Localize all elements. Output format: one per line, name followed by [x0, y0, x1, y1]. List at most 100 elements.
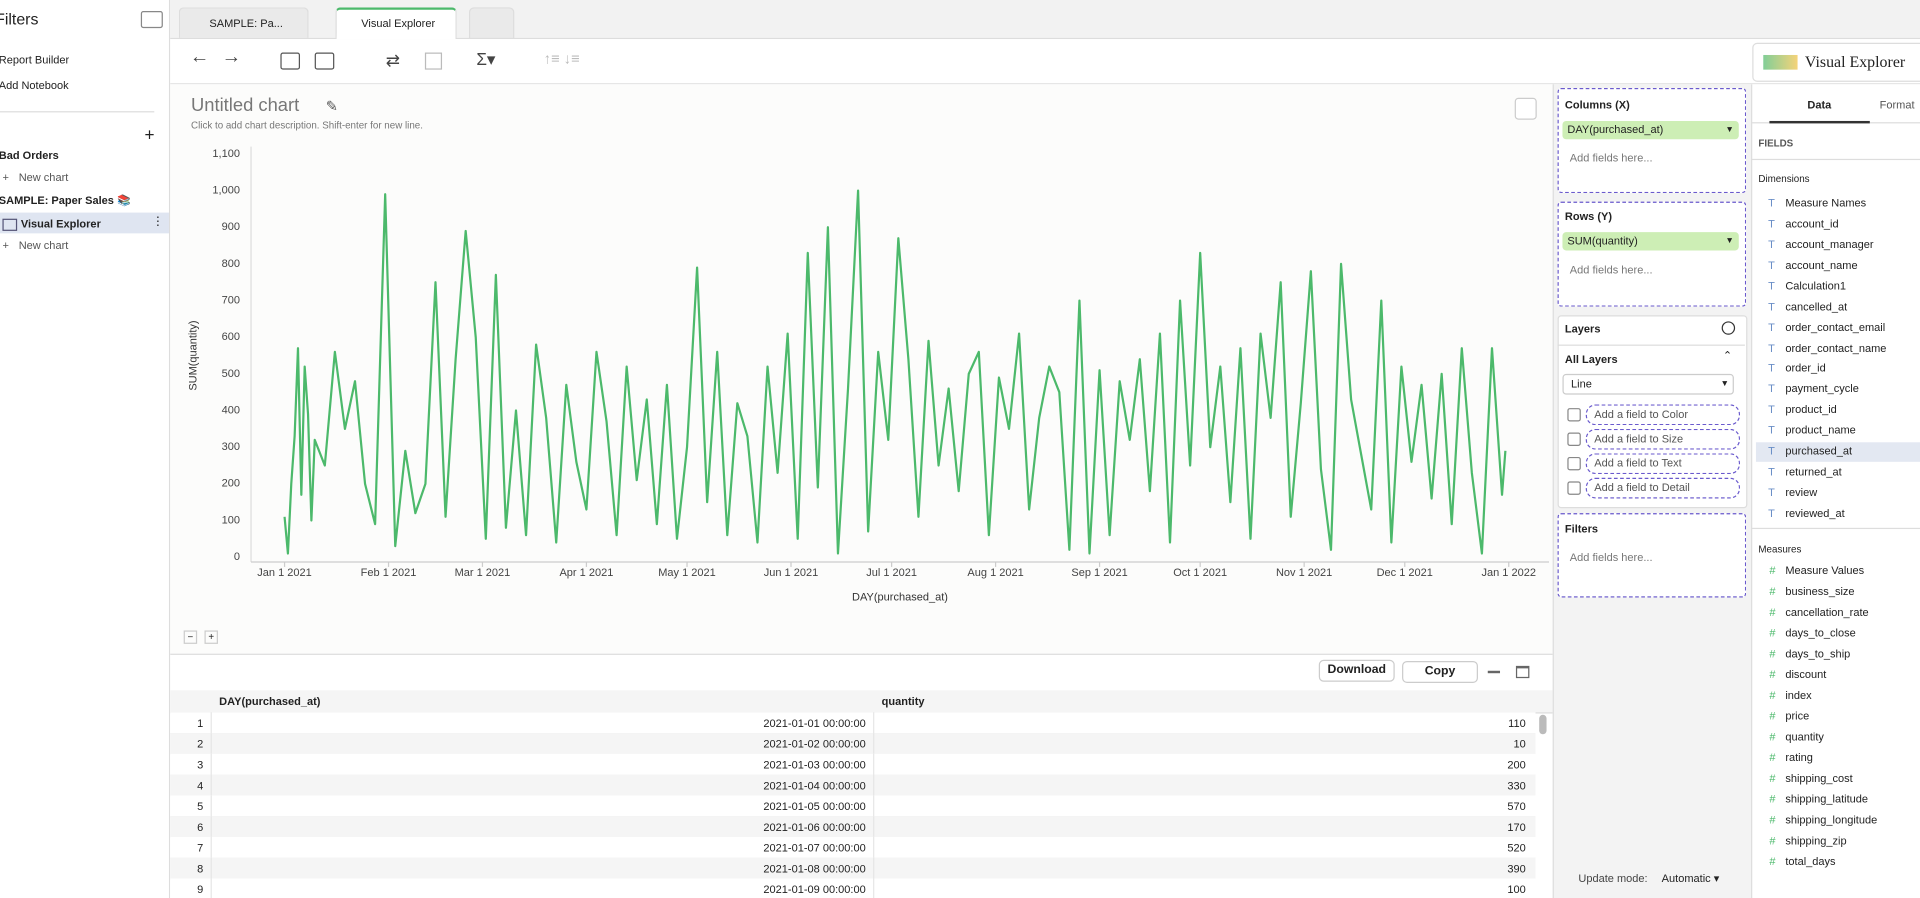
download-button[interactable]: Download [1319, 660, 1395, 682]
measure-field[interactable]: Measure Values [1785, 564, 1864, 576]
field-type-icon: # [1769, 793, 1775, 805]
table-cell: 170 [1507, 821, 1525, 833]
panel-tab[interactable]: Data [1807, 99, 1831, 111]
dimension-field[interactable]: Calculation1 [1785, 279, 1846, 291]
y-axis-label: SUM(quantity) [187, 320, 199, 390]
dimension-field[interactable]: product_name [1785, 424, 1855, 436]
collapse-icon[interactable]: ⌃ [1723, 349, 1732, 362]
measure-field[interactable]: discount [1785, 668, 1826, 680]
update-mode-select[interactable]: Automatic ▾ [1662, 872, 1720, 885]
dimension-field[interactable]: review [1785, 486, 1817, 498]
dimension-field[interactable]: purchased_at [1785, 445, 1852, 457]
measure-field[interactable]: price [1785, 710, 1809, 722]
measure-field[interactable]: days_to_ship [1785, 648, 1850, 660]
dimension-field[interactable]: account_id [1785, 217, 1838, 229]
encoding-icon [1567, 408, 1580, 421]
dimension-field[interactable]: order_contact_email [1785, 321, 1885, 333]
dimension-field[interactable]: account_name [1785, 259, 1857, 271]
field-type-icon: # [1769, 627, 1775, 639]
field-type-icon: # [1769, 772, 1775, 784]
measure-field[interactable]: index [1785, 689, 1811, 701]
table-cell: 110 [1508, 717, 1526, 729]
cell-divider [211, 816, 212, 837]
dimension-field[interactable]: product_id [1785, 404, 1836, 416]
table-cell: 2021-01-01 00:00:00 [763, 717, 865, 729]
table-cell: 2021-01-07 00:00:00 [763, 842, 865, 854]
info-icon[interactable] [1722, 321, 1735, 334]
field-type-icon: T [1768, 404, 1775, 416]
row-number: 5 [197, 800, 203, 812]
measure-field[interactable]: business_size [1785, 585, 1854, 597]
table-cell: 2021-01-09 00:00:00 [763, 883, 865, 895]
shelf-title: Rows (Y) [1565, 210, 1612, 222]
table-cell: 10 [1513, 738, 1525, 750]
x-tick-label: Sep 1 2021 [1071, 567, 1127, 579]
mark-type-select[interactable]: Line▼ [1562, 374, 1733, 395]
y-tick-label: 700 [222, 294, 240, 306]
table-cell: 100 [1507, 883, 1525, 895]
measure-field[interactable]: shipping_latitude [1785, 793, 1868, 805]
row-number: 4 [197, 780, 203, 792]
measure-field[interactable]: cancellation_rate [1785, 606, 1868, 618]
x-tick-label: Jul 1 2021 [866, 567, 917, 579]
x-tick-label: Oct 1 2021 [1173, 567, 1227, 579]
field-type-icon: # [1769, 814, 1775, 826]
measure-field[interactable]: rating [1785, 751, 1813, 763]
measure-field[interactable]: shipping_zip [1785, 834, 1846, 846]
divider [1558, 345, 1745, 346]
measure-field[interactable]: shipping_longitude [1785, 814, 1877, 826]
field-pill[interactable]: DAY(purchased_at)▼ [1562, 121, 1738, 139]
measure-field[interactable]: shipping_cost [1785, 772, 1852, 784]
zoom-in-button[interactable]: + [204, 630, 217, 643]
field-type-icon: # [1769, 606, 1775, 618]
all-layers[interactable]: All Layers [1565, 353, 1618, 365]
panel-tab[interactable]: Format [1880, 99, 1915, 111]
field-type-icon: # [1769, 751, 1775, 763]
dimension-field[interactable]: order_contact_name [1785, 341, 1886, 353]
dimension-field[interactable]: Measure Names [1785, 197, 1866, 209]
x-tick-label: Dec 1 2021 [1377, 567, 1433, 579]
column-header: DAY(purchased_at) [219, 695, 320, 707]
encoding-slot[interactable]: Add a field to Color [1586, 404, 1740, 425]
dimension-field[interactable]: order_id [1785, 362, 1825, 374]
encoding-slot[interactable]: Add a field to Detail [1586, 478, 1740, 499]
dimension-field[interactable]: returned_at [1785, 466, 1841, 478]
zoom-out-button[interactable]: − [184, 630, 197, 643]
measure-field[interactable]: quantity [1785, 731, 1824, 743]
dimension-field[interactable]: reviewed_at [1785, 507, 1844, 519]
y-tick-label: 500 [222, 368, 240, 380]
field-type-icon: # [1769, 648, 1775, 660]
y-tick-label: 1,000 [212, 185, 240, 197]
measure-field[interactable]: days_to_close [1785, 627, 1855, 639]
field-type-icon: T [1768, 341, 1775, 353]
table-icon[interactable] [1516, 666, 1529, 678]
table-cell: 330 [1507, 780, 1525, 792]
dimension-field[interactable]: payment_cycle [1785, 383, 1859, 395]
encoding-icon [1567, 481, 1580, 494]
table-cell: 200 [1507, 759, 1525, 771]
measure-field[interactable]: total_days [1785, 855, 1835, 867]
cell-divider [873, 837, 874, 858]
dimension-field[interactable]: cancelled_at [1785, 300, 1847, 312]
field-type-icon: T [1768, 300, 1775, 312]
y-tick-label: 600 [222, 331, 240, 343]
table-icon[interactable] [1488, 671, 1500, 673]
encoding-slot[interactable]: Add a field to Text [1586, 453, 1740, 474]
cell-divider [211, 733, 212, 754]
copy-button[interactable]: Copy [1402, 661, 1478, 683]
y-tick-label: 100 [222, 514, 240, 526]
shelf-title: Filters [1565, 523, 1598, 535]
row-number: 2 [197, 738, 203, 750]
field-type-icon: T [1768, 197, 1775, 209]
dimension-field[interactable]: account_manager [1785, 238, 1873, 250]
cell-divider [873, 712, 874, 733]
field-type-icon: T [1768, 321, 1775, 333]
x-tick-label: May 1 2021 [658, 567, 716, 579]
field-pill[interactable]: SUM(quantity)▼ [1562, 232, 1738, 250]
row-number: 1 [197, 717, 203, 729]
table-header-bg [170, 690, 1552, 713]
encoding-slot[interactable]: Add a field to Size [1586, 429, 1740, 450]
placeholder: Add fields here... [1570, 551, 1653, 563]
